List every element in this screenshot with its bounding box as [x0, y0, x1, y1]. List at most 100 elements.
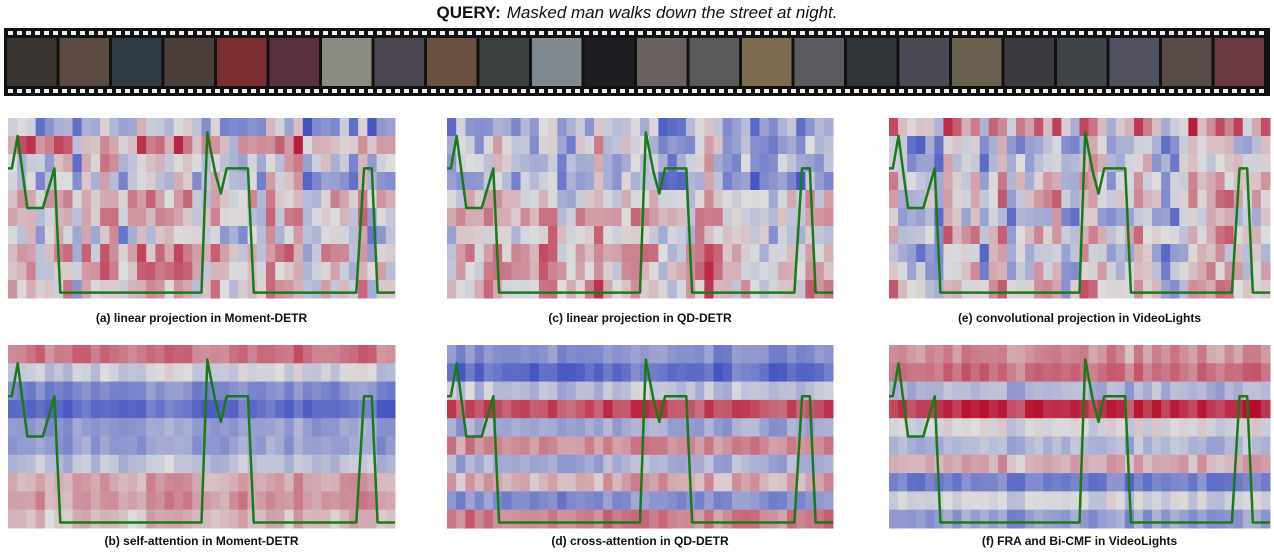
heatmap-cell: [26, 473, 36, 492]
heatmap-cell: [119, 473, 129, 492]
heatmap-cell: [898, 208, 908, 227]
sprocket: [809, 31, 814, 35]
heatmap-cell: [677, 418, 687, 437]
heatmap-cell: [447, 118, 457, 137]
heatmap-cell: [63, 510, 73, 529]
heatmap-cell: [594, 208, 604, 227]
heatmap-cell: [594, 244, 604, 263]
heatmap-cell: [63, 136, 73, 155]
query: QUERY:Masked man walks down the street a…: [437, 3, 838, 22]
heatmap-cell: [815, 437, 825, 456]
heatmap-cell: [668, 280, 678, 299]
heatmap-cell: [916, 262, 926, 281]
heatmap-cell: [686, 363, 696, 382]
heatmap-cell: [1098, 154, 1108, 173]
heatmap-cell: [1043, 136, 1053, 155]
heatmap-cell: [677, 226, 687, 245]
heatmap-cell: [815, 400, 825, 419]
heatmap-cell: [668, 418, 678, 437]
heatmap-cell: [622, 510, 632, 529]
heatmap-cell: [238, 190, 248, 209]
heatmap-cell: [386, 400, 396, 419]
sprocket: [242, 31, 247, 35]
heatmap-cell: [998, 154, 1008, 173]
heatmap-cell: [238, 226, 248, 245]
heatmap-cell: [750, 208, 760, 227]
heatmap-cell: [971, 208, 981, 227]
sprocket: [107, 89, 112, 93]
heatmap-cell: [340, 280, 350, 299]
sprocket: [638, 89, 643, 93]
heatmap-cell: [1052, 208, 1062, 227]
heatmap-cell: [1261, 208, 1271, 227]
heatmap-cell: [898, 118, 908, 137]
heatmap-cell: [73, 244, 83, 263]
heatmap-cell: [475, 244, 485, 263]
heatmap-cell: [128, 473, 138, 492]
video-frame: [427, 38, 477, 86]
heatmap-cell: [128, 226, 138, 245]
heatmap-cell: [119, 244, 129, 263]
heatmap-cell: [331, 345, 341, 364]
heatmap-cell: [321, 491, 331, 510]
video-frame: [322, 38, 372, 86]
heatmap-cell: [192, 437, 202, 456]
heatmap-cell: [456, 345, 466, 364]
heatmap-cell: [649, 262, 659, 281]
heatmap-cell: [238, 400, 248, 419]
heatmap-cell: [1007, 437, 1017, 456]
heatmap-cell: [916, 208, 926, 227]
heatmap-cell: [386, 154, 396, 173]
heatmap-cell: [340, 400, 350, 419]
heatmap-cell: [91, 154, 101, 173]
heatmap-cell: [741, 455, 751, 474]
heatmap-cell: [989, 363, 999, 382]
heatmap-cell: [539, 491, 549, 510]
heatmap-cell: [511, 400, 521, 419]
heatmap-cell: [17, 208, 27, 227]
heatmap-cell: [934, 363, 944, 382]
heatmap-cell: [367, 345, 377, 364]
heatmap-cell: [484, 345, 494, 364]
heatmap-cell: [63, 262, 73, 281]
heatmap-cell: [566, 280, 576, 299]
heatmap-cell: [759, 418, 769, 437]
heatmap-cell: [1116, 190, 1126, 209]
sprocket: [602, 31, 607, 35]
heatmap-cell: [989, 244, 999, 263]
heatmap-cell: [1052, 244, 1062, 263]
heatmap-cell: [192, 190, 202, 209]
heatmap-cell: [530, 208, 540, 227]
heatmap-cell: [695, 172, 705, 191]
heatmap-cell: [1179, 262, 1189, 281]
heatmap-cell: [787, 118, 797, 137]
sprocket: [413, 89, 418, 93]
heatmap-cell: [303, 345, 313, 364]
heatmap-cell: [340, 345, 350, 364]
heatmap-cell: [925, 510, 935, 529]
heatmap-cell: [576, 280, 586, 299]
heatmap-cell: [566, 363, 576, 382]
heatmap-cell: [1188, 262, 1198, 281]
heatmap-cell: [704, 280, 714, 299]
heatmap-cell: [100, 363, 110, 382]
heatmap-cell: [769, 400, 779, 419]
heatmap-cell: [1170, 382, 1180, 401]
heatmap-cell: [925, 262, 935, 281]
heatmap-cell: [934, 136, 944, 155]
heatmap-cell: [530, 491, 540, 510]
heatmap-cell: [778, 280, 788, 299]
heatmap-cell: [622, 363, 632, 382]
heatmap-cell: [511, 208, 521, 227]
heatmap-cell: [192, 418, 202, 437]
heatmap-cell: [695, 437, 705, 456]
sprocket: [890, 31, 895, 35]
heatmap-cell: [137, 510, 147, 529]
heatmap-cell: [1007, 172, 1017, 191]
heatmap-cell: [1089, 118, 1099, 137]
heatmap-cell: [732, 136, 742, 155]
heatmap-cell: [1089, 208, 1099, 227]
heatmap-cell: [174, 154, 184, 173]
heatmap-cell: [1116, 345, 1126, 364]
heatmap-cell: [73, 118, 83, 137]
